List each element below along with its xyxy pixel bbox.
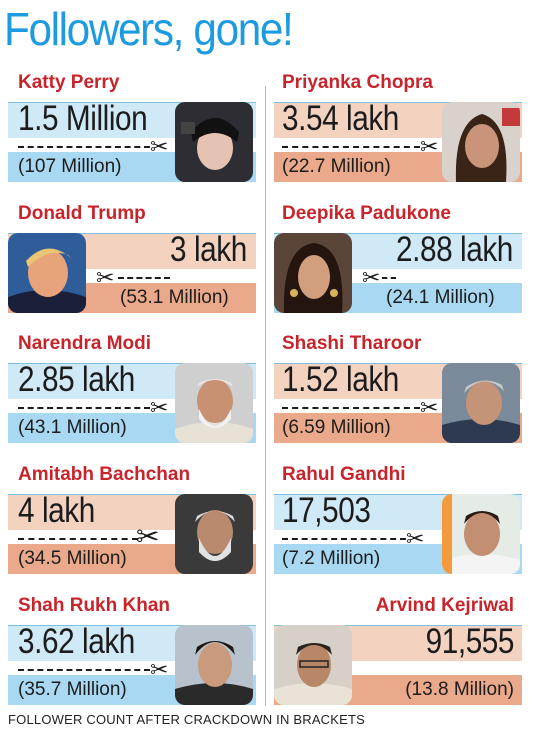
followers-lost: 3.54 lakh xyxy=(282,99,399,138)
portrait-photo xyxy=(175,494,253,574)
scissors-icon: ✂ xyxy=(150,134,169,159)
cut-line xyxy=(282,146,420,148)
followers-lost: 17,503 xyxy=(282,491,371,530)
portrait-photo xyxy=(274,233,352,313)
scissors-icon: ✂ xyxy=(362,265,381,290)
scissors-icon: ✂ xyxy=(420,134,439,159)
card-shashi-tharoor: Shashi Tharoor 1.52 lakh ✂ (6.59 Million… xyxy=(274,333,522,458)
card-katty-perry: Katty Perry 1.5 Million ✂ (107 Million) xyxy=(8,72,256,197)
followers-after: (7.2 Million) xyxy=(282,548,381,569)
scissors-icon: ✂ xyxy=(406,526,425,551)
portrait-photo xyxy=(175,625,253,705)
scissors-icon: ✂ xyxy=(136,521,160,552)
card-rahul-gandhi: Rahul Gandhi 17,503 ✂ (7.2 Million) xyxy=(274,464,522,589)
person-name: Amitabh Bachchan xyxy=(18,464,191,485)
followers-after: (53.1 Million) xyxy=(120,287,229,308)
followers-lost: 91,555 xyxy=(425,622,515,661)
portrait-photo xyxy=(175,102,253,182)
portrait-photo xyxy=(8,233,86,313)
followers-after: (34.5 Million) xyxy=(18,548,127,569)
cut-line xyxy=(382,277,396,279)
followers-after: (35.7 Million) xyxy=(18,679,127,700)
scissors-icon: ✂ xyxy=(150,657,169,682)
cut-line xyxy=(18,538,138,540)
followers-after: (43.1 Million) xyxy=(18,417,127,438)
followers-lost: 1.52 lakh xyxy=(282,360,399,399)
cut-line xyxy=(18,146,150,148)
cut-line xyxy=(282,538,406,540)
person-name: Shah Rukh Khan xyxy=(18,595,171,616)
column-divider xyxy=(265,86,266,706)
followers-after: (6.59 Million) xyxy=(282,417,391,438)
card-amitabh-bachchan: Amitabh Bachchan 4 lakh ✂ (34.5 Million) xyxy=(8,464,256,589)
followers-lost: 4 lakh xyxy=(18,491,95,530)
footer-note: FOLLOWER COUNT AFTER CRACKDOWN IN BRACKE… xyxy=(8,712,366,727)
page-title: Followers, gone! xyxy=(4,3,294,55)
card-priyanka-chopra: Priyanka Chopra 3.54 lakh ✂ (22.7 Millio… xyxy=(274,72,522,197)
person-name: Deepika Padukone xyxy=(282,203,451,224)
cut-line xyxy=(282,407,420,409)
followers-lost: 3 lakh xyxy=(170,230,247,269)
followers-lost: 2.85 lakh xyxy=(18,360,135,399)
person-name: Rahul Gandhi xyxy=(282,464,406,485)
followers-after: (13.8 Million) xyxy=(405,679,514,700)
card-donald-trump: Donald Trump ✂ 3 lakh (53.1 Million) xyxy=(8,203,256,328)
person-name: Narendra Modi xyxy=(18,333,152,354)
card-deepika-padukone: Deepika Padukone ✂ 2.88 lakh (24.1 Milli… xyxy=(274,203,522,328)
person-name: Arvind Kejriwal xyxy=(375,595,514,616)
person-name: Katty Perry xyxy=(18,72,120,93)
followers-lost: 1.5 Million xyxy=(18,99,148,138)
scissors-icon: ✂ xyxy=(96,265,115,290)
scissors-icon: ✂ xyxy=(420,395,439,420)
person-name: Shashi Tharoor xyxy=(282,333,422,354)
card-narendra-modi: Narendra Modi 2.85 lakh ✂ (43.1 Million) xyxy=(8,333,256,458)
cut-line xyxy=(18,669,150,671)
portrait-photo xyxy=(175,363,253,443)
card-arvind-kejriwal: Arvind Kejriwal 91,555 (13.8 Million) xyxy=(274,595,522,720)
followers-lost: 2.88 lakh xyxy=(396,230,513,269)
portrait-photo xyxy=(274,625,352,705)
followers-after: (24.1 Million) xyxy=(386,287,495,308)
card-shah-rukh-khan: Shah Rukh Khan 3.62 lakh ✂ (35.7 Million… xyxy=(8,595,256,720)
cut-line xyxy=(118,277,170,279)
portrait-photo xyxy=(442,102,520,182)
scissors-icon: ✂ xyxy=(150,395,169,420)
followers-after: (107 Million) xyxy=(18,156,122,177)
followers-lost: 3.62 lakh xyxy=(18,622,135,661)
portrait-photo xyxy=(442,494,520,574)
person-name: Priyanka Chopra xyxy=(282,72,433,93)
portrait-photo xyxy=(442,363,520,443)
cut-line xyxy=(18,407,150,409)
person-name: Donald Trump xyxy=(18,203,146,224)
followers-after: (22.7 Million) xyxy=(282,156,391,177)
